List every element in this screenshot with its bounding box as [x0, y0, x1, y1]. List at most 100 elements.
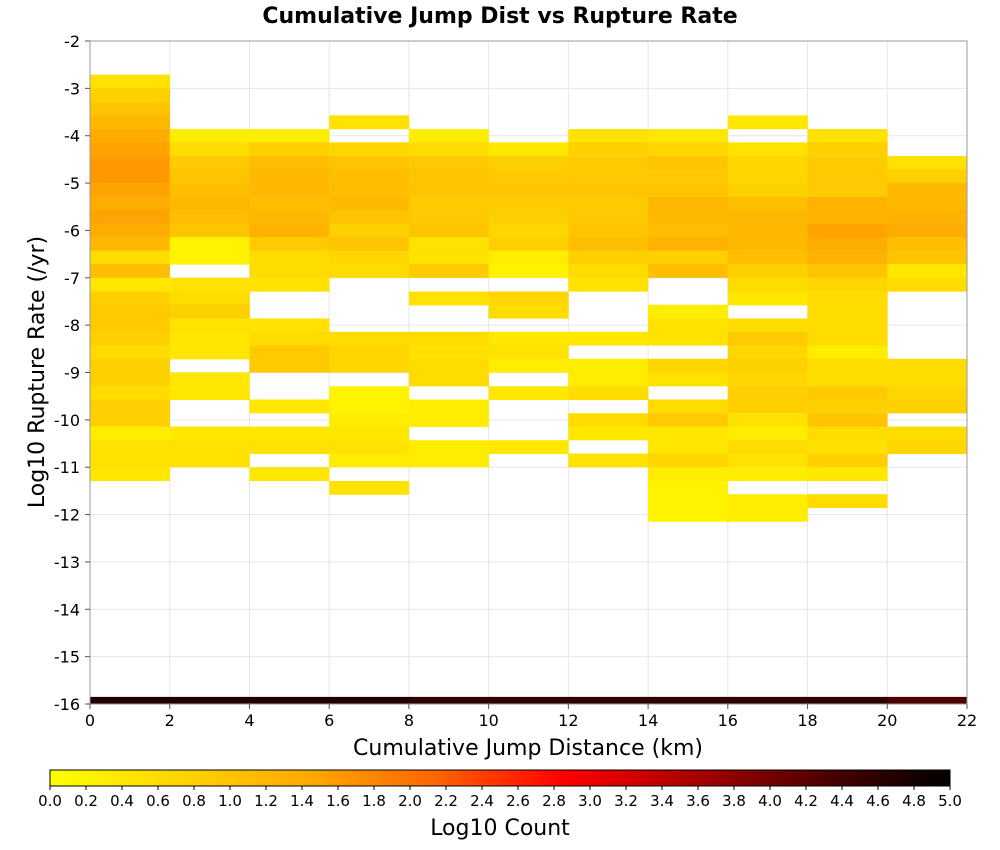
heatmap-cell [488, 304, 569, 319]
heatmap-cell [807, 440, 888, 455]
heatmap-cell [727, 264, 808, 278]
heatmap-cell [727, 399, 808, 414]
heatmap-cell [568, 277, 649, 292]
heatmap-cell [329, 358, 410, 373]
heatmap-cell [90, 156, 171, 170]
colorbar-label: Log10 Count [430, 816, 570, 841]
heatmap-cell [648, 156, 729, 170]
heatmap-cell [488, 696, 569, 704]
heatmap-cell [90, 696, 171, 704]
y-tick-label: -4 [64, 127, 80, 146]
heatmap-cell [727, 467, 808, 482]
heatmap-cell [249, 183, 330, 197]
heatmap-cell [807, 358, 888, 373]
heatmap-cell [90, 399, 171, 414]
heatmap-cell [90, 129, 171, 143]
heatmap-cell [90, 223, 171, 238]
heatmap-cell [568, 372, 649, 387]
heatmap-cell [90, 413, 171, 428]
colorbar-tick-label: 3.4 [650, 792, 674, 810]
heatmap-cell [807, 183, 888, 197]
heatmap-cell [488, 196, 569, 211]
x-tick-label: 0 [85, 711, 95, 730]
heatmap-cell [90, 183, 171, 197]
heatmap-cell [169, 372, 250, 387]
heatmap-cell [727, 318, 808, 333]
heatmap-cell [887, 399, 968, 414]
heatmap-cell [90, 250, 171, 265]
colorbar-tick-label: 3.8 [722, 792, 746, 810]
heatmap-cell [568, 358, 649, 373]
heatmap-cell [408, 210, 489, 224]
colorbar-tick-label: 1.8 [362, 792, 386, 810]
y-tick-label: -10 [54, 411, 80, 430]
heatmap-cell [169, 426, 250, 441]
heatmap-cell [807, 696, 888, 704]
heatmap-cell [249, 399, 330, 414]
heatmap-cell [329, 210, 410, 224]
heatmap-cell [727, 277, 808, 292]
heatmap-cell [249, 196, 330, 211]
heatmap-cell [408, 237, 489, 251]
heatmap-cell [887, 250, 968, 265]
heatmap-cell [249, 210, 330, 224]
heatmap-cell [488, 386, 569, 401]
heatmap-cell [807, 467, 888, 482]
heatmap-cell [169, 440, 250, 455]
heatmap-cell [169, 183, 250, 197]
y-tick-label: -12 [54, 506, 80, 525]
x-tick-label: 6 [324, 711, 334, 730]
heatmap-cell [648, 372, 729, 387]
heatmap-cell [727, 358, 808, 373]
heatmap-cell [329, 399, 410, 414]
colorbar-tick-label: 4.2 [794, 792, 818, 810]
heatmap-cell [90, 453, 171, 468]
colorbar-tick-label: 0.8 [182, 792, 206, 810]
heatmap-cell [169, 169, 250, 184]
heatmap-cell [727, 115, 808, 130]
y-tick-label: -11 [54, 458, 80, 477]
heatmap-cell [249, 277, 330, 292]
colorbar-tick-label: 2.6 [506, 792, 530, 810]
heatmap-cell [90, 237, 171, 251]
x-tick-label: 14 [638, 711, 658, 730]
heatmap-cell [408, 372, 489, 387]
heatmap-cell [887, 358, 968, 373]
heatmap-cell [488, 250, 569, 265]
heatmap-cell [568, 237, 649, 251]
heatmap-cell [568, 169, 649, 184]
y-tick-label: -8 [64, 316, 80, 335]
heatmap-cell [408, 696, 489, 704]
heatmap-cell [488, 331, 569, 346]
heatmap-cell [249, 129, 330, 143]
y-tick-label: -14 [54, 600, 80, 619]
heatmap-cell [648, 210, 729, 224]
heatmap-cell [249, 426, 330, 441]
y-tick-label: -15 [54, 648, 80, 667]
colorbar-tick-label: 4.4 [830, 792, 854, 810]
heatmap-cell [249, 331, 330, 346]
heatmap-cell [488, 223, 569, 238]
heatmap-cell [488, 440, 569, 455]
heatmap-cell [169, 696, 250, 704]
heatmap-cell [90, 372, 171, 387]
heatmap-cell [887, 223, 968, 238]
heatmap-cell [488, 264, 569, 278]
heatmap-cell [807, 291, 888, 306]
heatmap-cell [648, 264, 729, 278]
heatmap-cell [807, 318, 888, 333]
heatmap-cell [329, 169, 410, 184]
heatmap-cell [568, 331, 649, 346]
heatmap-cell [488, 358, 569, 373]
heatmap-cell [90, 345, 171, 360]
heatmap-cell [648, 453, 729, 468]
x-tick-label: 2 [165, 711, 175, 730]
heatmap-cell [648, 399, 729, 414]
heatmap-cell [807, 129, 888, 143]
heatmap-cell [807, 345, 888, 360]
heatmap-cell [887, 426, 968, 441]
heatmap-cell [329, 223, 410, 238]
heatmap-cell [169, 250, 250, 265]
colorbar-tick-label: 1.6 [326, 792, 350, 810]
